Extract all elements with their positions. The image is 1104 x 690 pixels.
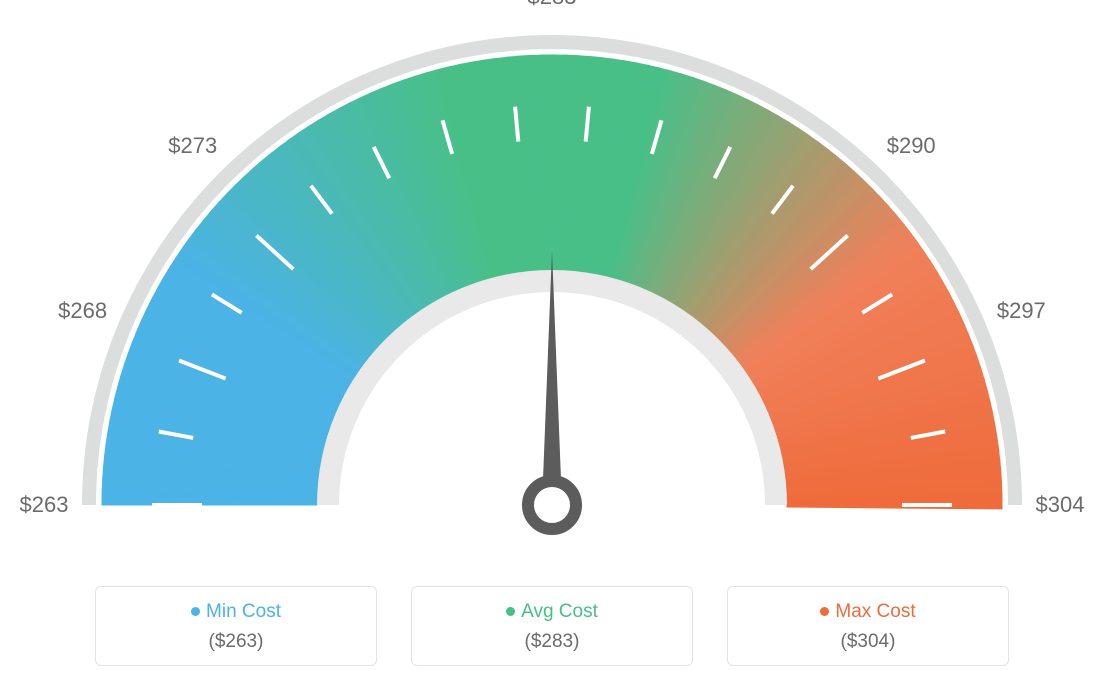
gauge-svg: [0, 0, 1104, 560]
gauge-tick-label: $304: [1036, 492, 1085, 518]
gauge-tick-label: $273: [168, 133, 217, 159]
legend-value: ($263): [96, 631, 376, 653]
gauge: $263 $268 $273 $283 $290 $297 $304: [0, 0, 1104, 560]
legend-item: Max Cost ($304): [727, 586, 1009, 666]
legend-label: Min Cost: [96, 601, 376, 623]
legend-dot-icon: [820, 607, 829, 616]
legend-item: Min Cost ($263): [95, 586, 377, 666]
legend-dot-icon: [506, 607, 515, 616]
legend-dot-icon: [191, 607, 200, 616]
legend-value: ($304): [728, 631, 1008, 653]
legend-label-text: Max Cost: [835, 601, 915, 622]
legend-label: Avg Cost: [412, 601, 692, 623]
legend-label-text: Min Cost: [206, 601, 281, 622]
legend: Min Cost ($263) Avg Cost ($283) Max Cost ($30…: [0, 586, 1104, 666]
chart-container: $263 $268 $273 $283 $290 $297 $304 Min Cost ($2…: [0, 0, 1104, 690]
legend-label-text: Avg Cost: [521, 601, 598, 622]
legend-label: Max Cost: [728, 601, 1008, 623]
legend-item: Avg Cost ($283): [411, 586, 693, 666]
legend-value: ($283): [412, 631, 692, 653]
gauge-tick-label: $283: [528, 0, 577, 10]
gauge-tick-label: $290: [887, 133, 936, 159]
gauge-tick-label: $268: [58, 298, 107, 324]
gauge-tick-label: $263: [20, 492, 69, 518]
gauge-tick-label: $297: [997, 298, 1046, 324]
